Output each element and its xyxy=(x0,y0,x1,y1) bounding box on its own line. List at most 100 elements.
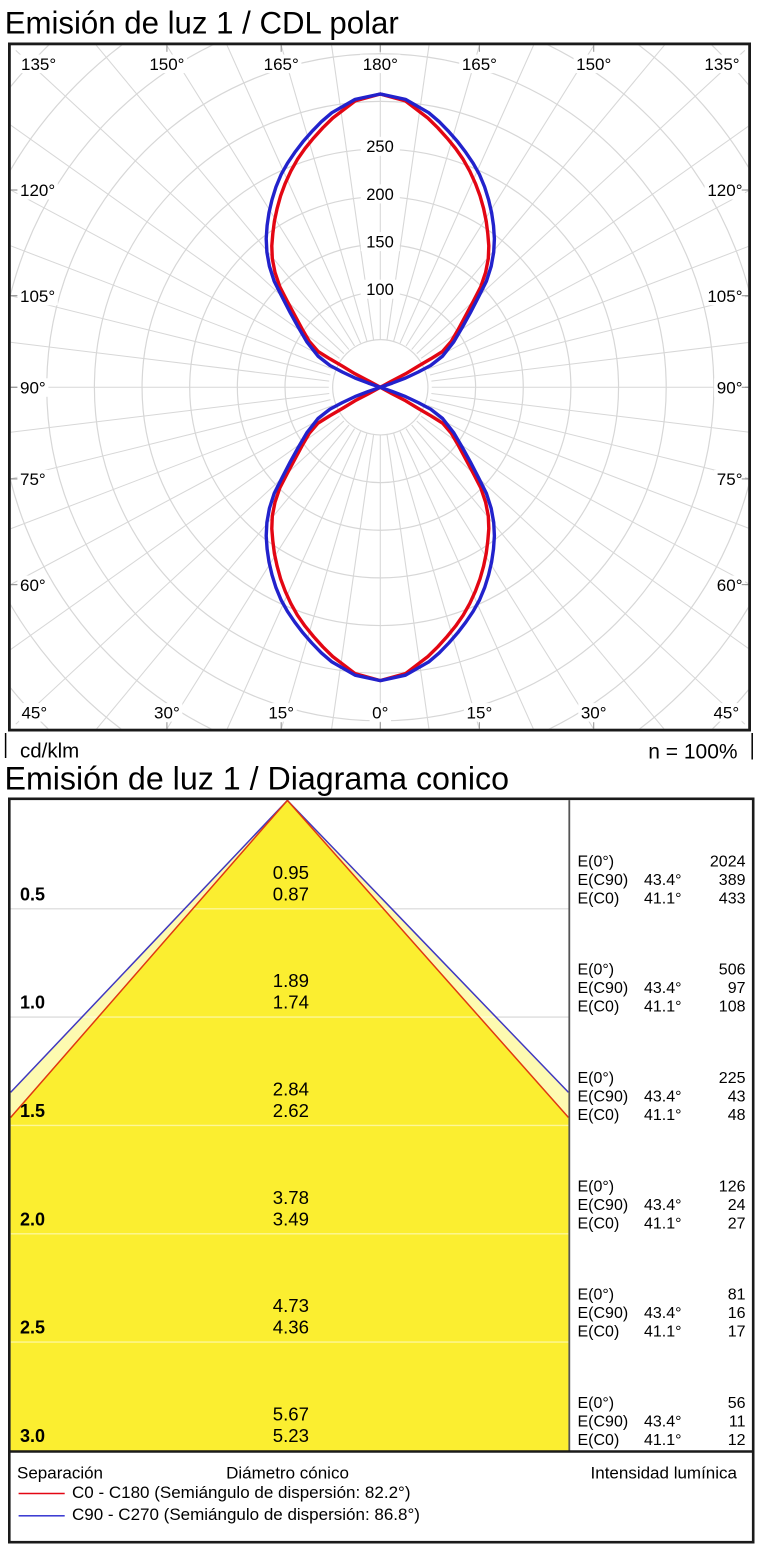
svg-text:105°: 105° xyxy=(707,287,742,306)
svg-text:60°: 60° xyxy=(717,576,743,595)
svg-text:1.89: 1.89 xyxy=(273,970,309,991)
svg-text:90°: 90° xyxy=(717,379,743,398)
svg-text:506: 506 xyxy=(719,962,746,979)
svg-text:Emisión de luz 1 / Diagrama co: Emisión de luz 1 / Diagrama conico xyxy=(5,761,510,797)
svg-text:E(C90): E(C90) xyxy=(578,1197,629,1214)
svg-text:30°: 30° xyxy=(581,703,607,722)
svg-text:Intensidad lumínica: Intensidad lumínica xyxy=(591,1463,738,1482)
svg-text:75°: 75° xyxy=(717,470,743,489)
svg-text:43.4°: 43.4° xyxy=(644,872,682,889)
svg-text:97: 97 xyxy=(728,980,746,997)
svg-text:n = 100%: n = 100% xyxy=(648,741,737,764)
svg-text:0.95: 0.95 xyxy=(273,862,309,883)
svg-text:2.84: 2.84 xyxy=(273,1078,309,1099)
svg-text:E(C0): E(C0) xyxy=(578,1107,620,1124)
svg-text:E(C90): E(C90) xyxy=(578,872,629,889)
svg-text:0.87: 0.87 xyxy=(273,883,309,904)
svg-text:15°: 15° xyxy=(268,703,294,722)
svg-text:100: 100 xyxy=(366,281,394,299)
svg-text:200: 200 xyxy=(366,186,394,204)
svg-text:E(0°): E(0°) xyxy=(578,1070,615,1087)
svg-text:2024: 2024 xyxy=(710,853,746,870)
svg-text:15°: 15° xyxy=(467,703,493,722)
svg-text:81: 81 xyxy=(728,1287,746,1304)
svg-text:1.5: 1.5 xyxy=(20,1101,45,1121)
svg-text:0°: 0° xyxy=(372,703,388,722)
svg-text:90°: 90° xyxy=(20,379,46,398)
svg-text:45°: 45° xyxy=(713,703,739,722)
svg-text:2.62: 2.62 xyxy=(273,1100,309,1121)
svg-text:17: 17 xyxy=(728,1324,746,1341)
svg-text:43.4°: 43.4° xyxy=(644,980,682,997)
svg-text:3.0: 3.0 xyxy=(20,1426,45,1446)
svg-text:E(C90): E(C90) xyxy=(578,1088,629,1105)
svg-text:E(0°): E(0°) xyxy=(578,1178,615,1195)
svg-text:41.1°: 41.1° xyxy=(644,1107,682,1124)
svg-text:41.1°: 41.1° xyxy=(644,1432,682,1449)
svg-text:12: 12 xyxy=(728,1432,746,1449)
svg-text:135°: 135° xyxy=(704,55,739,74)
svg-text:126: 126 xyxy=(719,1178,746,1195)
svg-text:Emisión de luz 1 / CDL polar: Emisión de luz 1 / CDL polar xyxy=(5,6,399,41)
svg-text:41.1°: 41.1° xyxy=(644,999,682,1016)
svg-text:41.1°: 41.1° xyxy=(644,890,682,907)
svg-text:105°: 105° xyxy=(20,287,55,306)
svg-text:43: 43 xyxy=(728,1088,746,1105)
svg-text:180°: 180° xyxy=(363,55,398,74)
svg-text:3.49: 3.49 xyxy=(273,1208,309,1229)
svg-text:E(C0): E(C0) xyxy=(578,1432,620,1449)
svg-text:cd/klm: cd/klm xyxy=(20,740,79,763)
svg-text:5.23: 5.23 xyxy=(273,1425,309,1446)
svg-text:24: 24 xyxy=(728,1197,746,1214)
svg-text:165°: 165° xyxy=(462,55,497,74)
svg-text:E(C90): E(C90) xyxy=(578,980,629,997)
svg-text:60°: 60° xyxy=(20,576,46,595)
svg-text:56: 56 xyxy=(728,1395,746,1412)
svg-text:250: 250 xyxy=(366,138,394,156)
svg-text:1.74: 1.74 xyxy=(273,992,309,1013)
svg-text:43.4°: 43.4° xyxy=(644,1088,682,1105)
svg-text:45°: 45° xyxy=(21,703,47,722)
svg-text:165°: 165° xyxy=(264,55,299,74)
svg-text:48: 48 xyxy=(728,1107,746,1124)
svg-text:0.5: 0.5 xyxy=(20,884,45,904)
svg-text:Separación: Separación xyxy=(17,1463,103,1482)
svg-text:2.0: 2.0 xyxy=(20,1209,45,1229)
svg-text:135°: 135° xyxy=(21,55,56,74)
svg-text:C0 - C180 (Semiángulo de dispe: C0 - C180 (Semiángulo de dispersión: 82.… xyxy=(72,1483,410,1502)
svg-text:27: 27 xyxy=(728,1215,746,1232)
svg-text:E(C0): E(C0) xyxy=(578,999,620,1016)
svg-text:16: 16 xyxy=(728,1305,746,1322)
svg-text:3.78: 3.78 xyxy=(273,1187,309,1208)
svg-text:E(0°): E(0°) xyxy=(578,853,615,870)
svg-text:225: 225 xyxy=(719,1070,746,1087)
svg-text:E(0°): E(0°) xyxy=(578,962,615,979)
svg-text:4.73: 4.73 xyxy=(273,1295,309,1316)
svg-text:Diámetro cónico: Diámetro cónico xyxy=(226,1463,349,1482)
svg-text:1.0: 1.0 xyxy=(20,993,45,1013)
svg-text:389: 389 xyxy=(719,872,746,889)
svg-text:E(0°): E(0°) xyxy=(578,1395,615,1412)
svg-text:E(C0): E(C0) xyxy=(578,890,620,907)
svg-text:75°: 75° xyxy=(20,470,46,489)
svg-text:43.4°: 43.4° xyxy=(644,1414,682,1431)
svg-text:41.1°: 41.1° xyxy=(644,1324,682,1341)
svg-text:4.36: 4.36 xyxy=(273,1317,309,1338)
svg-text:30°: 30° xyxy=(154,703,180,722)
svg-text:150°: 150° xyxy=(149,55,184,74)
svg-text:150: 150 xyxy=(366,234,394,252)
svg-text:2.5: 2.5 xyxy=(20,1318,45,1338)
svg-text:108: 108 xyxy=(719,999,746,1016)
svg-text:43.4°: 43.4° xyxy=(644,1305,682,1322)
svg-text:E(C90): E(C90) xyxy=(578,1305,629,1322)
svg-text:433: 433 xyxy=(719,890,746,907)
svg-text:41.1°: 41.1° xyxy=(644,1215,682,1232)
svg-text:120°: 120° xyxy=(707,181,742,200)
svg-text:C90 - C270 (Semiángulo de disp: C90 - C270 (Semiángulo de dispersión: 86… xyxy=(72,1505,420,1524)
svg-text:5.67: 5.67 xyxy=(273,1404,309,1425)
svg-text:E(C0): E(C0) xyxy=(578,1215,620,1232)
svg-text:E(C0): E(C0) xyxy=(578,1324,620,1341)
svg-text:E(C90): E(C90) xyxy=(578,1414,629,1431)
svg-text:43.4°: 43.4° xyxy=(644,1197,682,1214)
svg-text:150°: 150° xyxy=(576,55,611,74)
